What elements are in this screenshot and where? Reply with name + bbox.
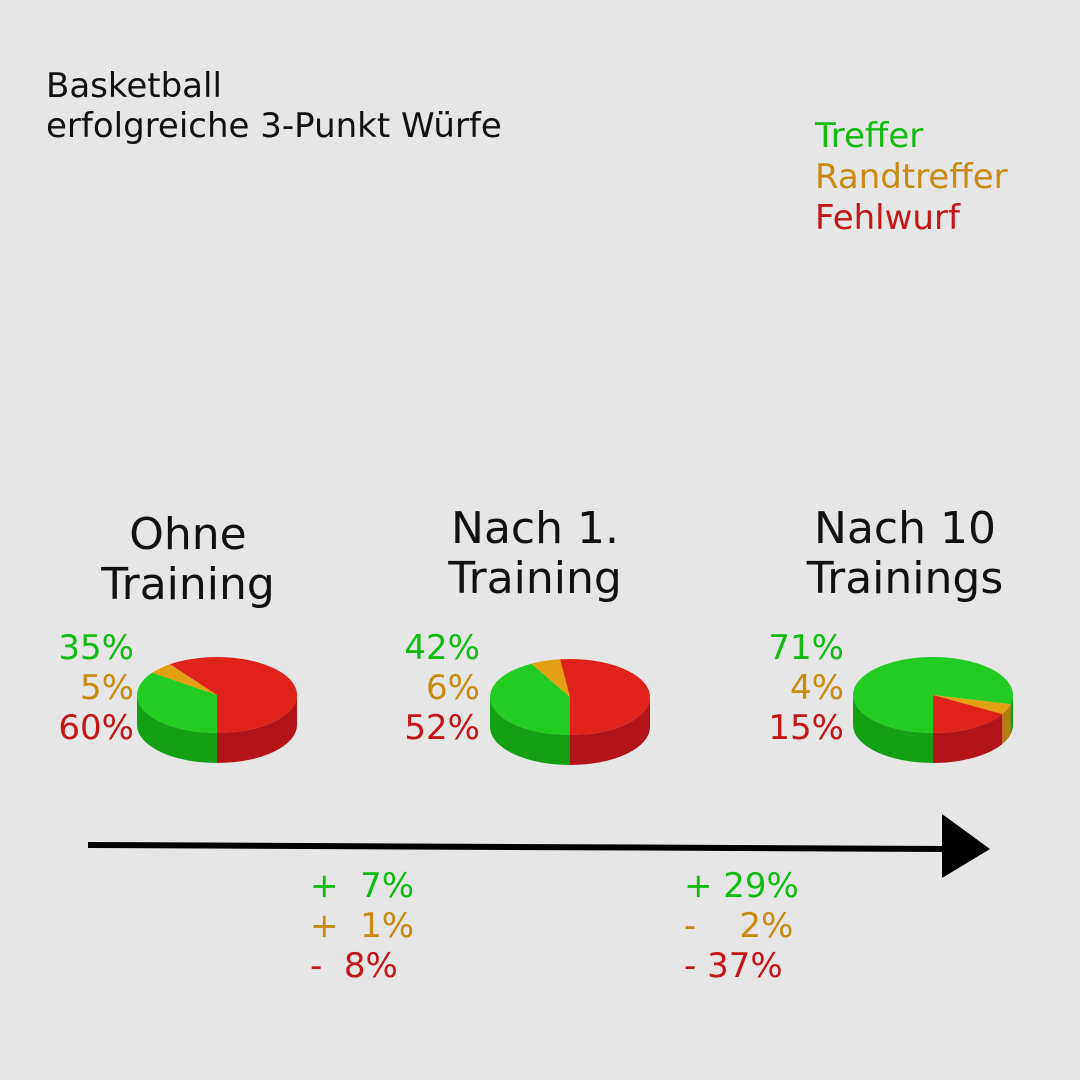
pie-side-fehlwurf [570, 697, 650, 765]
pie-slice-treffer [489, 663, 570, 735]
arrow-shaft [87, 842, 949, 852]
pie-side-randtreffer [1002, 704, 1011, 744]
pie-side-fehlwurf [217, 695, 297, 763]
pie-chart [136, 657, 297, 763]
title-line-1: Basketball [46, 66, 222, 106]
pie-slice-randtreffer [531, 659, 570, 697]
pie-slice-fehlwurf [933, 695, 1003, 733]
legend-randtreffer: Randtreffer [815, 157, 1008, 197]
pct-labels-group-1: 35% 5% 60% [40, 628, 134, 748]
pct-fehlwurf: 52% [404, 708, 480, 748]
group-title-line: Training [101, 559, 275, 610]
pct-labels-group-3: 71% 4% 15% [748, 628, 844, 748]
pie-side-treffer [490, 697, 570, 765]
pie-side-treffer [137, 695, 217, 763]
pie-side-fehlwurf [933, 714, 1003, 763]
pct-treffer: 71% [768, 628, 844, 668]
change-randtreffer: + 1% [310, 906, 415, 946]
pie-slice-fehlwurf [559, 659, 650, 735]
chart-title: Basketball erfolgreiche 3-Punkt Würfe [46, 66, 502, 146]
change-labels-1: + 7% + 1% - 8% [310, 866, 414, 986]
change-labels-2: + 29% - 2% - 37% [684, 866, 799, 986]
pct-randtreffer: 6% [426, 668, 480, 708]
group-title-nach-10-trainings: Nach 10 Trainings [795, 504, 1015, 604]
pie-chart [853, 657, 1013, 763]
change-randtreffer: - 2% [684, 906, 794, 946]
pct-treffer: 42% [404, 628, 480, 668]
pie-side-treffer [853, 695, 933, 763]
group-title-line: Training [448, 553, 622, 604]
legend: Treffer Randtreffer Fehlwurf [815, 116, 1008, 239]
arrow-head [942, 814, 990, 878]
pct-treffer: 35% [58, 628, 134, 668]
pie-charts [136, 657, 1013, 765]
group-title-nach-1-training: Nach 1. Training [430, 504, 640, 604]
pie-slice-randtreffer [933, 695, 1011, 714]
change-fehlwurf: - 8% [310, 946, 398, 986]
pie-side-treffer [1010, 695, 1013, 735]
group-title-line: Trainings [806, 553, 1004, 604]
pct-fehlwurf: 60% [58, 708, 134, 748]
legend-treffer: Treffer [815, 116, 924, 156]
change-treffer: + 7% [310, 866, 415, 906]
pct-fehlwurf: 15% [768, 708, 844, 748]
group-title-line: Ohne [129, 509, 247, 560]
pie-slice-treffer [136, 672, 217, 733]
group-title-line: Nach 1. [451, 503, 619, 554]
group-title-ohne-training: Ohne Training [88, 510, 288, 610]
change-fehlwurf: - 37% [684, 946, 783, 986]
pie-chart [489, 659, 650, 765]
timeline-arrow [87, 814, 990, 878]
pct-labels-group-2: 42% 6% 52% [384, 628, 480, 748]
pct-randtreffer: 4% [790, 668, 844, 708]
title-line-2: erfolgreiche 3-Punkt Würfe [46, 106, 502, 146]
change-treffer: + 29% [684, 866, 799, 906]
pct-randtreffer: 5% [80, 668, 134, 708]
pie-slice-randtreffer [152, 664, 217, 695]
legend-fehlwurf: Fehlwurf [815, 198, 960, 238]
group-title-line: Nach 10 [814, 503, 996, 554]
pie-slice-fehlwurf [169, 657, 297, 733]
